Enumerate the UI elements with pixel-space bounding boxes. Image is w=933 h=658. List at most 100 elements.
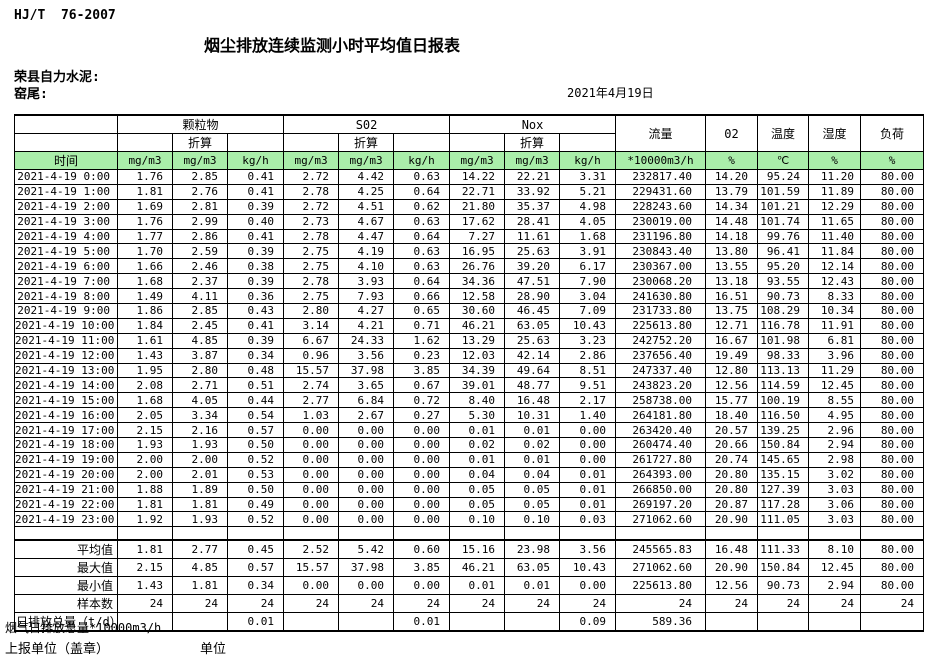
value-cell: 16.95: [449, 243, 506, 260]
value-cell: 0.00: [338, 437, 395, 453]
value-cell: 90.73: [757, 288, 810, 305]
daily-total-label: 日排放总量（t/d）: [14, 611, 118, 632]
value-cell: 0.41: [226, 183, 285, 200]
value-cell: 0.39: [226, 243, 285, 260]
value-cell: 0.00: [283, 437, 340, 453]
blank-cell: [14, 526, 118, 541]
value-cell: 24.33: [338, 332, 395, 349]
value-cell: 20.90: [705, 511, 759, 528]
value-cell: 0.00: [393, 466, 451, 483]
value-cell: 2.71: [172, 377, 228, 394]
value-cell: 0.04: [449, 466, 506, 483]
summary-value-cell: 8.10: [808, 538, 862, 559]
value-cell: 2.00: [117, 451, 173, 468]
summary-value-cell: 24: [449, 593, 506, 613]
value-cell: 258738.00: [615, 392, 707, 409]
summary-value-cell: 0.01: [449, 575, 506, 595]
value-cell: 11.29: [808, 362, 862, 379]
value-cell: 0.02: [504, 437, 561, 453]
summary-value-cell: 2.52: [283, 538, 340, 559]
value-cell: 3.06: [808, 496, 862, 513]
value-cell: 13.75: [705, 303, 759, 319]
time-cell: 2021-4-19 20:00: [14, 466, 118, 483]
blank-cell: [14, 133, 118, 152]
value-cell: 3.93: [338, 273, 395, 290]
value-cell: 80.00: [860, 258, 925, 275]
value-cell: 1.68: [117, 273, 173, 290]
value-cell: 2.37: [172, 273, 228, 290]
value-cell: 2.01: [172, 466, 228, 483]
value-cell: 2.75: [283, 288, 340, 305]
value-cell: 0.27: [393, 407, 451, 424]
blank-cell: [117, 526, 173, 541]
value-cell: 0.00: [393, 437, 451, 453]
blank-cell: [226, 133, 285, 152]
value-cell: 3.87: [172, 347, 228, 364]
value-cell: 11.89: [808, 183, 862, 200]
value-cell: 80.00: [860, 496, 925, 513]
summary-value-cell: 0.00: [338, 575, 395, 595]
summary-value-cell: 80.00: [860, 557, 925, 577]
value-cell: 80.00: [860, 347, 925, 364]
unit-header: kg/h: [559, 151, 617, 170]
value-cell: 0.66: [393, 288, 451, 305]
value-cell: 8.33: [808, 288, 862, 305]
blank-cell: [860, 526, 925, 541]
value-cell: 0.00: [393, 511, 451, 528]
value-cell: 269197.20: [615, 496, 707, 513]
value-cell: 1.88: [117, 481, 173, 498]
value-cell: 0.43: [226, 303, 285, 319]
summary-value-cell: 80.00: [860, 538, 925, 559]
value-cell: 261727.80: [615, 451, 707, 468]
value-cell: 2.17: [559, 392, 617, 409]
table-row: 2021-4-19 16:00 2.05 3.34 0.54 1.03 2.67 0.27 5…: [14, 407, 925, 424]
value-cell: 225613.80: [615, 317, 707, 334]
company-name: 荣县自力水泥:: [14, 70, 100, 85]
value-cell: 3.03: [808, 481, 862, 498]
value-cell: 2.75: [283, 243, 340, 260]
time-cell: 2021-4-19 13:00: [14, 362, 118, 379]
value-cell: 14.22: [449, 169, 506, 185]
value-cell: 230019.00: [615, 213, 707, 230]
value-cell: 0.00: [559, 422, 617, 439]
value-cell: 3.31: [559, 169, 617, 185]
value-cell: 80.00: [860, 437, 925, 453]
table-row: 2021-4-19 1:00 1.81 2.76 0.41 2.78 4.25 0.64 22…: [14, 183, 925, 200]
summary-value-cell: 12.45: [808, 557, 862, 577]
summary-value-cell: 24: [393, 593, 451, 613]
value-cell: 0.00: [283, 466, 340, 483]
page-title: 烟尘排放连续监测小时平均值日报表: [204, 36, 461, 55]
summary-row-label: 最大值: [14, 557, 118, 577]
value-cell: 96.41: [757, 243, 810, 260]
value-cell: 0.01: [559, 496, 617, 513]
value-cell: 100.19: [757, 392, 810, 409]
value-cell: 0.67: [393, 377, 451, 394]
header-group-row: 颗粒物 S02 Nox 流量 02 温度 湿度 负荷: [14, 114, 925, 152]
value-cell: 2.99: [172, 213, 228, 230]
value-cell: 2.15: [117, 422, 173, 439]
value-cell: 0.00: [393, 496, 451, 513]
value-cell: 1.76: [117, 169, 173, 185]
value-cell: 3.65: [338, 377, 395, 394]
time-cell: 2021-4-19 12:00: [14, 347, 118, 364]
value-cell: 8.51: [559, 362, 617, 379]
unit-header: kg/h: [226, 151, 285, 170]
report-date: 2021年4月19日: [567, 86, 654, 100]
time-cell: 2021-4-19 19:00: [14, 451, 118, 468]
table-row: 2021-4-19 20:00 2.00 2.01 0.53 0.00 0.00 0.00 0…: [14, 466, 925, 483]
value-cell: 14.48: [705, 213, 759, 230]
time-cell: 2021-4-19 6:00: [14, 258, 118, 275]
value-cell: 4.10: [338, 258, 395, 275]
value-cell: 6.84: [338, 392, 395, 409]
time-cell: 2021-4-19 17:00: [14, 422, 118, 439]
value-cell: 3.14: [283, 317, 340, 334]
value-cell: 1.92: [117, 511, 173, 528]
value-cell: 0.01: [504, 422, 561, 439]
value-cell: 2.72: [283, 169, 340, 185]
table-row: 2021-4-19 18:00 1.93 1.93 0.50 0.00 0.00 0.00 0…: [14, 437, 925, 453]
value-cell: 0.57: [226, 422, 285, 439]
value-cell: 14.18: [705, 228, 759, 245]
value-cell: 117.28: [757, 496, 810, 513]
summary-value-cell: 5.42: [338, 538, 395, 559]
value-cell: 111.05: [757, 511, 810, 528]
